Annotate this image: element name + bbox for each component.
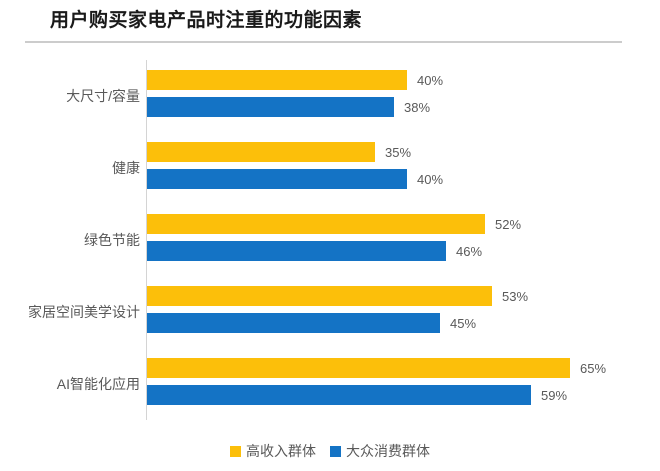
bar-high-income [147,70,407,90]
plot-area: 大尺寸/容量 40% 38% 健康 35% 40% 绿色节能 [0,60,660,420]
category-label: 绿色节能 [84,232,140,248]
bar-row-high-income: 65% [147,358,660,378]
bar-value-label: 40% [417,171,444,187]
bar-row-mass-consumer: 45% [147,313,660,333]
category-group: 健康 35% 40% [0,132,660,204]
bar-mass-consumer [147,241,446,261]
bar-row-high-income: 52% [147,214,660,234]
bar-value-label: 59% [541,387,568,403]
category-bars: 53% 45% [146,276,660,348]
category-group: AI智能化应用 65% 59% [0,348,660,420]
bar-row-mass-consumer: 40% [147,169,660,189]
category-bars: 40% 38% [146,60,660,132]
bar-row-high-income: 53% [147,286,660,306]
legend-swatch-mass-consumer [330,445,341,457]
bar-row-mass-consumer: 46% [147,241,660,261]
bar-high-income [147,142,375,162]
bar-value-label: 46% [456,243,483,259]
bar-mass-consumer [147,313,440,333]
legend-swatch-high-income [230,445,241,457]
category-label: 健康 [112,160,140,176]
legend: 高收入群体 大众消费群体 [0,441,660,461]
bar-high-income [147,286,492,306]
bar-value-label: 38% [404,99,431,115]
legend-label-high-income: 高收入群体 [246,443,316,459]
chart-title: 用户购买家电产品时注重的功能因素 [50,10,363,31]
chart-title-block: 用户购买家电产品时注重的功能因素 [25,8,622,43]
bar-row-high-income: 40% [147,70,660,90]
bar-value-label: 45% [450,315,477,331]
bar-high-income [147,214,485,234]
bar-mass-consumer [147,97,394,117]
category-group: 家居空间美学设计 53% 45% [0,276,660,348]
category-group: 绿色节能 52% 46% [0,204,660,276]
category-label: AI智能化应用 [56,376,140,392]
category-bars: 35% 40% [146,132,660,204]
bar-row-mass-consumer: 38% [147,97,660,117]
bar-mass-consumer [147,385,531,405]
bar-mass-consumer [147,169,407,189]
bar-value-label: 40% [417,72,444,88]
bar-row-mass-consumer: 59% [147,385,660,405]
bar-value-label: 53% [502,288,529,304]
bar-value-label: 52% [495,216,522,232]
category-group: 大尺寸/容量 40% 38% [0,60,660,132]
legend-label-mass-consumer: 大众消费群体 [346,443,430,459]
bar-row-high-income: 35% [147,142,660,162]
legend-item-mass-consumer: 大众消费群体 [330,441,430,461]
bar-value-label: 65% [580,360,607,376]
category-label: 家居空间美学设计 [28,304,140,320]
category-label: 大尺寸/容量 [66,88,140,104]
legend-item-high-income: 高收入群体 [230,441,316,461]
bar-value-label: 35% [385,144,412,160]
bar-high-income [147,358,570,378]
category-bars: 65% 59% [146,348,660,420]
category-bars: 52% 46% [146,204,660,276]
